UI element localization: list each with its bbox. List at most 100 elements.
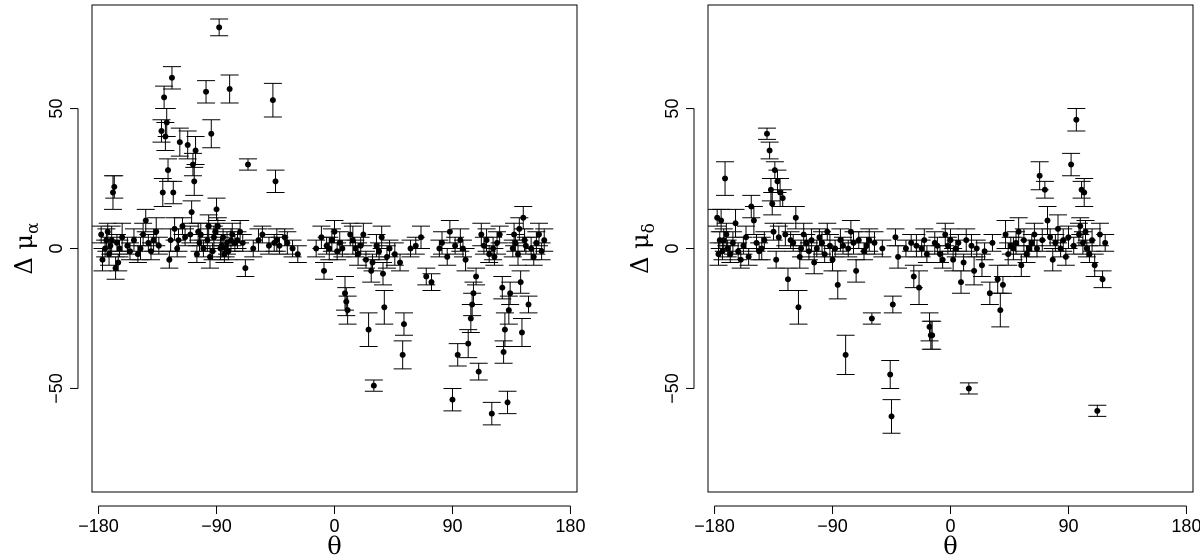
point-marker — [1083, 245, 1090, 252]
point-marker — [378, 234, 385, 241]
point-marker — [950, 256, 957, 263]
point-marker — [819, 239, 826, 246]
point-marker — [449, 396, 456, 403]
data-point — [860, 228, 879, 252]
point-marker — [892, 234, 899, 241]
point-marker — [517, 279, 524, 286]
x-tick-label: −90 — [817, 516, 848, 536]
y-axis-title: Δ μδ — [626, 223, 659, 274]
point-marker — [226, 85, 233, 92]
point-marker — [130, 237, 137, 244]
point-marker — [234, 237, 241, 244]
y-axis-title: Δ μα — [10, 222, 43, 275]
data-point — [1075, 178, 1094, 208]
point-marker — [811, 259, 818, 266]
point-marker — [850, 239, 857, 246]
data-point — [412, 225, 431, 249]
point-marker — [174, 245, 181, 252]
point-marker — [176, 139, 183, 146]
point-marker — [134, 251, 141, 258]
data-point — [359, 312, 378, 347]
point-marker — [159, 189, 166, 196]
data-point — [236, 259, 255, 277]
point-marker — [939, 256, 946, 263]
point-marker — [1102, 239, 1109, 246]
data-point — [1067, 108, 1086, 132]
data-point — [768, 169, 787, 194]
point-marker — [908, 239, 915, 246]
data-point — [862, 312, 881, 325]
point-marker — [737, 256, 744, 263]
data-point — [364, 379, 383, 392]
data-point — [162, 66, 181, 90]
data-point — [881, 359, 900, 389]
point-marker — [1031, 231, 1038, 238]
data-point — [883, 295, 902, 314]
data-point — [157, 108, 176, 138]
data-point — [1038, 206, 1057, 236]
data-point — [784, 234, 803, 252]
point-marker — [208, 130, 215, 137]
data-point — [490, 225, 509, 244]
point-marker — [913, 242, 920, 249]
point-marker — [473, 273, 480, 280]
data-point — [459, 329, 478, 359]
point-marker — [743, 234, 750, 241]
point-marker — [400, 321, 407, 328]
point-marker — [1044, 217, 1051, 224]
point-marker — [842, 351, 849, 358]
point-marker — [321, 267, 328, 274]
data-point — [760, 141, 779, 160]
data-point — [155, 85, 174, 110]
data-point — [988, 264, 1007, 294]
point-marker — [188, 209, 195, 216]
data-point — [739, 248, 758, 266]
data-point — [469, 362, 488, 381]
point-marker — [718, 217, 725, 224]
data-point — [210, 18, 229, 37]
data-point — [910, 270, 929, 305]
point-marker — [369, 259, 376, 266]
data-point — [1088, 404, 1107, 417]
point-marker — [521, 237, 528, 244]
data-point — [375, 289, 394, 325]
x-tick-label: 0 — [329, 516, 339, 536]
data-point — [110, 239, 129, 258]
point-marker — [994, 276, 1001, 283]
point-marker — [491, 253, 498, 260]
point-marker — [829, 256, 836, 263]
point-marker — [888, 413, 895, 420]
point-marker — [784, 276, 791, 283]
point-marker — [336, 239, 343, 246]
x-tick-label: −180 — [78, 516, 119, 536]
point-marker — [769, 200, 776, 207]
point-marker — [929, 332, 936, 339]
data-point — [983, 234, 1002, 252]
point-marker — [220, 234, 227, 241]
point-marker — [352, 245, 359, 252]
data-point — [946, 239, 965, 258]
point-marker — [816, 234, 823, 241]
point-marker — [745, 253, 752, 260]
point-marker — [200, 245, 207, 252]
point-marker — [1062, 253, 1069, 260]
data-point — [847, 259, 866, 283]
point-marker — [475, 368, 482, 375]
panel-right: −180 −90 0 90 180 −50 0 50 θ Δ μδ — [626, 4, 1200, 560]
data-point — [153, 178, 172, 208]
data-point — [805, 250, 824, 275]
panel-left: −180 −90 0 90 180 −50 0 50 θ Δ μα — [10, 4, 585, 560]
data-point — [495, 312, 514, 347]
data-point — [1025, 222, 1044, 247]
point-marker — [111, 183, 118, 190]
point-marker — [488, 410, 495, 417]
y-tick-label: 0 — [662, 243, 682, 253]
point-marker — [971, 267, 978, 274]
point-marker — [397, 259, 404, 266]
point-marker — [104, 228, 111, 235]
data-point — [498, 390, 517, 415]
data-point — [103, 175, 122, 210]
data-point — [263, 82, 282, 118]
point-marker — [168, 74, 175, 81]
data-point — [712, 208, 731, 233]
